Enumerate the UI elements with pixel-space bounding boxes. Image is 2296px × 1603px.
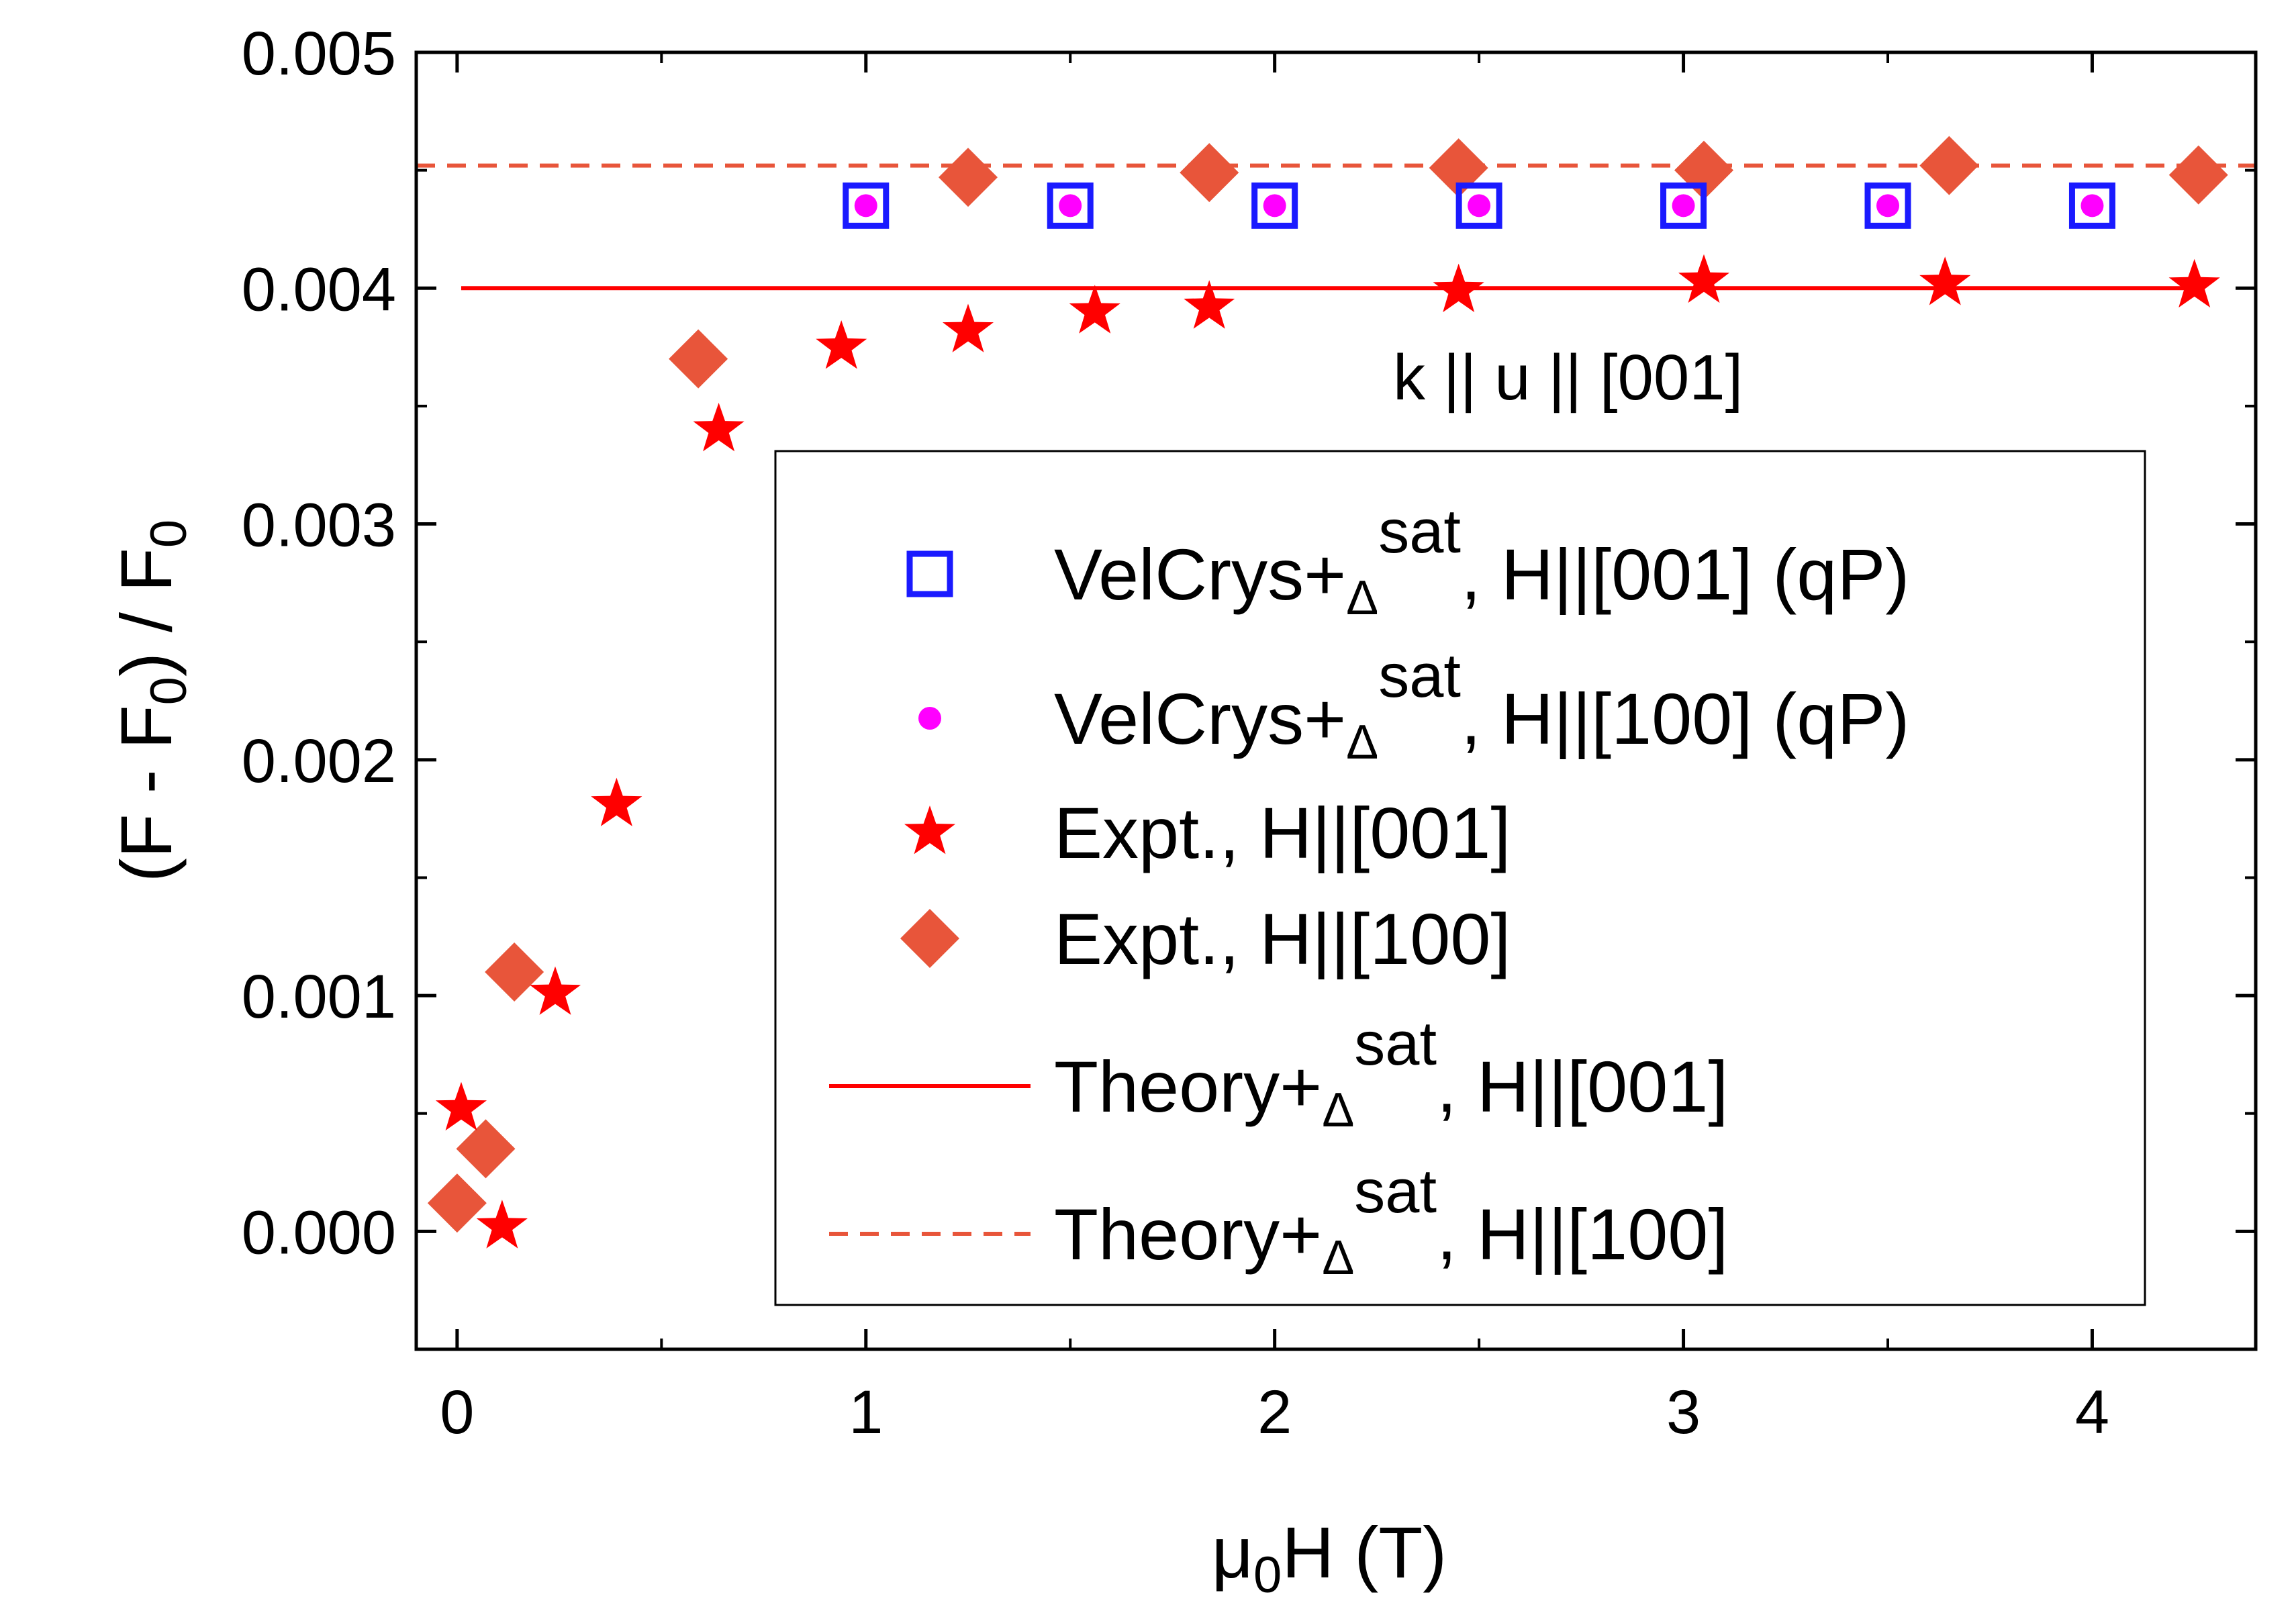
y-title-part2: ) / F [105, 548, 187, 677]
expt-001-point [2168, 258, 2220, 308]
legend-text-delta: Δ [1322, 1083, 1354, 1137]
legend-label: VelCrys+Δsat, H||[001] (qP) [1054, 497, 1909, 625]
y-title-sub1: 0 [140, 677, 197, 705]
legend-swatch-dot [918, 707, 941, 730]
expt-100-point [1180, 143, 1239, 203]
x-title-main: μ [1212, 1512, 1253, 1593]
expt-001-point [816, 320, 867, 369]
velcrys-001-point [1455, 182, 1502, 229]
x-tick-label: 0 [440, 1378, 474, 1447]
x-title-rest: H (T) [1282, 1512, 1447, 1593]
velcrys-001-point [1660, 182, 1707, 229]
expt-001-point [1678, 254, 1729, 303]
expt-001-point [1069, 285, 1120, 334]
plot-frame [414, 50, 2258, 1351]
expt-100-point [2168, 145, 2228, 205]
legend-text-main: VelCrys+ [1054, 534, 1346, 615]
legend-text-delta: Δ [1346, 571, 1378, 625]
expt-001-point [591, 777, 642, 826]
velcrys-100-point [854, 194, 877, 217]
legend-text-delta: Δ [1346, 716, 1378, 769]
velcrys-001-point [1864, 182, 1911, 229]
expt-001-point [943, 303, 994, 352]
expt-100-point [669, 329, 728, 389]
velcrys-001-point [1251, 182, 1298, 229]
velcrys-001-point [2068, 182, 2115, 229]
x-tick-label: 4 [2075, 1378, 2109, 1447]
x-tick-label: 3 [1666, 1378, 1701, 1447]
expt-100-point [456, 1119, 516, 1179]
legend-text-sat: sat [1378, 497, 1461, 566]
legend-text-sat: sat [1354, 1010, 1437, 1078]
y-axis-title: (F - F0) / F0 [105, 520, 197, 882]
x-title-sub: 0 [1253, 1547, 1282, 1603]
expt-100-point [427, 1173, 487, 1233]
legend-text-main: Theory+ [1054, 1046, 1322, 1127]
legend-swatch-open-square [906, 550, 953, 597]
legend-text-rest: , H||[100] (qP) [1461, 678, 1909, 759]
y-tick-label: 0.003 [242, 491, 396, 560]
data-series [416, 136, 2256, 1249]
y-tick-label: 0.001 [242, 963, 396, 1031]
expt-001-point [693, 403, 745, 452]
expt-100-point [485, 942, 544, 1002]
y-tick-label: 0.000 [242, 1198, 396, 1267]
velcrys-100-point [2080, 194, 2104, 217]
velcrys-001-point [1047, 182, 1094, 229]
velcrys-100-point [1876, 194, 1899, 217]
tick-labels: 0 1 2 3 4 0.000 0.001 0.002 0.003 0.004 0.005 [242, 19, 2109, 1447]
legend-swatch-diamond [900, 909, 959, 968]
x-tick-label: 1 [849, 1378, 883, 1447]
velcrys-001-point [843, 182, 890, 229]
legend-label: Expt., H||[001] [1054, 792, 1511, 873]
legend-text-delta: Δ [1322, 1231, 1354, 1285]
legend-text-sat: sat [1354, 1157, 1437, 1226]
expt-100-point [939, 148, 998, 207]
velcrys-100-point [1263, 194, 1286, 217]
y-tick-label: 0.005 [242, 19, 396, 88]
annotation-k-u-001: k || u || [001] [1393, 342, 1743, 414]
legend-text-main: Expt., H||[100] [1054, 898, 1511, 979]
legend-text-rest: , H||[100] [1437, 1194, 1728, 1275]
y-title-part1: (F - F [105, 705, 187, 882]
legend-text-sat: sat [1378, 642, 1461, 710]
x-tick-label: 2 [1257, 1378, 1292, 1447]
expt-001-point [476, 1200, 528, 1249]
expt-001-point [1184, 280, 1235, 329]
legend-label: Expt., H||[100] [1054, 898, 1511, 979]
legend-label: VelCrys+Δsat, H||[100] (qP) [1054, 642, 1909, 769]
legend-text-main: Expt., H||[001] [1054, 792, 1511, 873]
expt-001-point [1433, 263, 1484, 313]
expt-100-point [1919, 136, 1979, 195]
legend-frame [774, 450, 2146, 1306]
legend-text-main: Theory+ [1054, 1194, 1322, 1275]
legend-label: Theory+Δsat, H||[001] [1054, 1010, 1728, 1137]
y-title-sub2: 0 [140, 520, 197, 548]
x-axis-title: μ0H (T) [1212, 1512, 1447, 1603]
expt-001-point [530, 966, 581, 1015]
expt-001-point [1919, 256, 1971, 305]
legend-text-rest: , H||[001] [1437, 1046, 1728, 1127]
velcrys-100-point [1059, 194, 1082, 217]
legend-label: Theory+Δsat, H||[100] [1054, 1157, 1728, 1285]
velcrys-100-point [1468, 194, 1491, 217]
legend-swatch-star [904, 806, 955, 855]
y-tick-label: 0.002 [242, 727, 396, 795]
legend-text-rest: , H||[001] (qP) [1461, 534, 1909, 615]
velcrys-100-point [1672, 194, 1695, 217]
expt-001-point [435, 1081, 487, 1131]
y-tick-label: 0.004 [242, 255, 396, 324]
legend-text-main: VelCrys+ [1054, 678, 1346, 759]
legend: VelCrys+Δsat, H||[001] (qP)VelCrys+Δsat,… [774, 450, 2146, 1306]
